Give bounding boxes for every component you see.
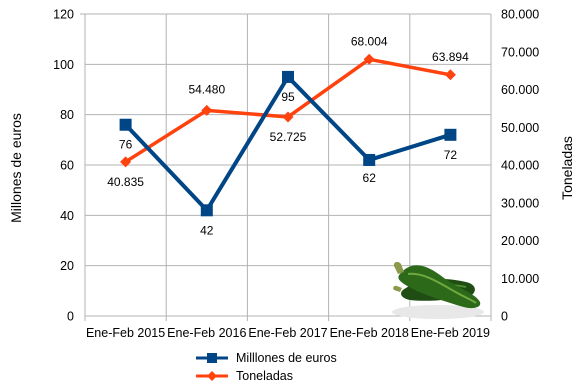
data-point-euros: [282, 70, 294, 83]
x-tick-label: Ene-Feb 2015: [86, 326, 165, 340]
axes: 0 20 40 60 80 100 120 0 10.000 20.000 30.000 40.000…: [53, 8, 539, 341]
data-label-euros: 42: [200, 223, 214, 237]
data-point-euros: [119, 118, 132, 131]
y-axis-title: Millones de euros: [8, 113, 24, 223]
y-tick-label: 120: [53, 8, 74, 22]
data-labels: 76 42 95 62 72 40.835 54.480 52.725 68.004 63.894: [107, 34, 469, 237]
data-label-euros: 95: [281, 90, 295, 104]
data-label-toneladas: 68.004: [351, 34, 388, 48]
zucchini-image: [392, 261, 484, 319]
y-tick-label: 40: [60, 209, 74, 223]
legend: Milllones de euros Toneladas: [196, 351, 337, 383]
y2-tick-label: 80.000: [501, 8, 539, 22]
legend-marker-diamond: [207, 371, 217, 381]
data-point-toneladas: [120, 156, 132, 168]
y-tick-label: 60: [60, 159, 74, 173]
series: [119, 53, 457, 217]
data-label-euros: 72: [444, 148, 458, 162]
y2-tick-label: 70.000: [501, 45, 539, 59]
data-point-toneladas: [282, 111, 294, 123]
zucchini-front-highlight: [407, 272, 477, 304]
legend-item-euros: Milllones de euros: [196, 351, 337, 365]
zucchini-front: [398, 265, 481, 309]
data-point-toneladas: [201, 104, 213, 116]
y2-tick-label: 60.000: [501, 83, 539, 97]
x-tick-label: Ene-Feb 2019: [411, 326, 490, 340]
data-label-toneladas: 54.480: [188, 82, 225, 96]
y-tick-label: 20: [60, 259, 74, 273]
data-point-euros: [200, 204, 213, 217]
x-tick-label: Ene-Feb 2017: [248, 326, 327, 340]
data-point-toneladas: [444, 69, 456, 81]
data-point-euros: [444, 128, 457, 141]
y2-axis-title: Toneladas: [559, 136, 575, 200]
y2-tick-label: 10.000: [501, 272, 539, 286]
data-label-toneladas: 40.835: [107, 175, 144, 189]
gridlines: [84, 13, 492, 321]
zucchini-stem-back: [393, 285, 402, 292]
legend-label-toneladas: Toneladas: [236, 369, 293, 383]
y2-tick-label: 0: [501, 310, 508, 324]
legend-marker-square: [207, 353, 217, 363]
zucchini-shadow: [392, 305, 484, 319]
y2-tick-label: 40.000: [501, 159, 539, 173]
legend-item-toneladas: Toneladas: [196, 369, 293, 383]
data-label-euros: 76: [119, 138, 133, 152]
zucchini-stem: [393, 261, 404, 274]
y2-tick-label: 30.000: [501, 196, 539, 210]
legend-label-euros: Milllones de euros: [236, 351, 337, 365]
x-tick-label: Ene-Feb 2018: [330, 326, 409, 340]
data-label-toneladas: 52.725: [270, 130, 307, 144]
data-label-toneladas: 63.894: [432, 50, 469, 64]
y-tick-label: 0: [67, 310, 74, 324]
y-tick-label: 100: [53, 58, 74, 72]
y-tick-label: 80: [60, 108, 74, 122]
data-point-euros: [363, 153, 376, 166]
y2-tick-label: 50.000: [501, 121, 539, 135]
x-tick-label: Ene-Feb 2016: [167, 326, 246, 340]
data-label-euros: 62: [363, 171, 377, 185]
y2-tick-label: 20.000: [501, 234, 539, 248]
data-point-toneladas: [363, 53, 375, 65]
